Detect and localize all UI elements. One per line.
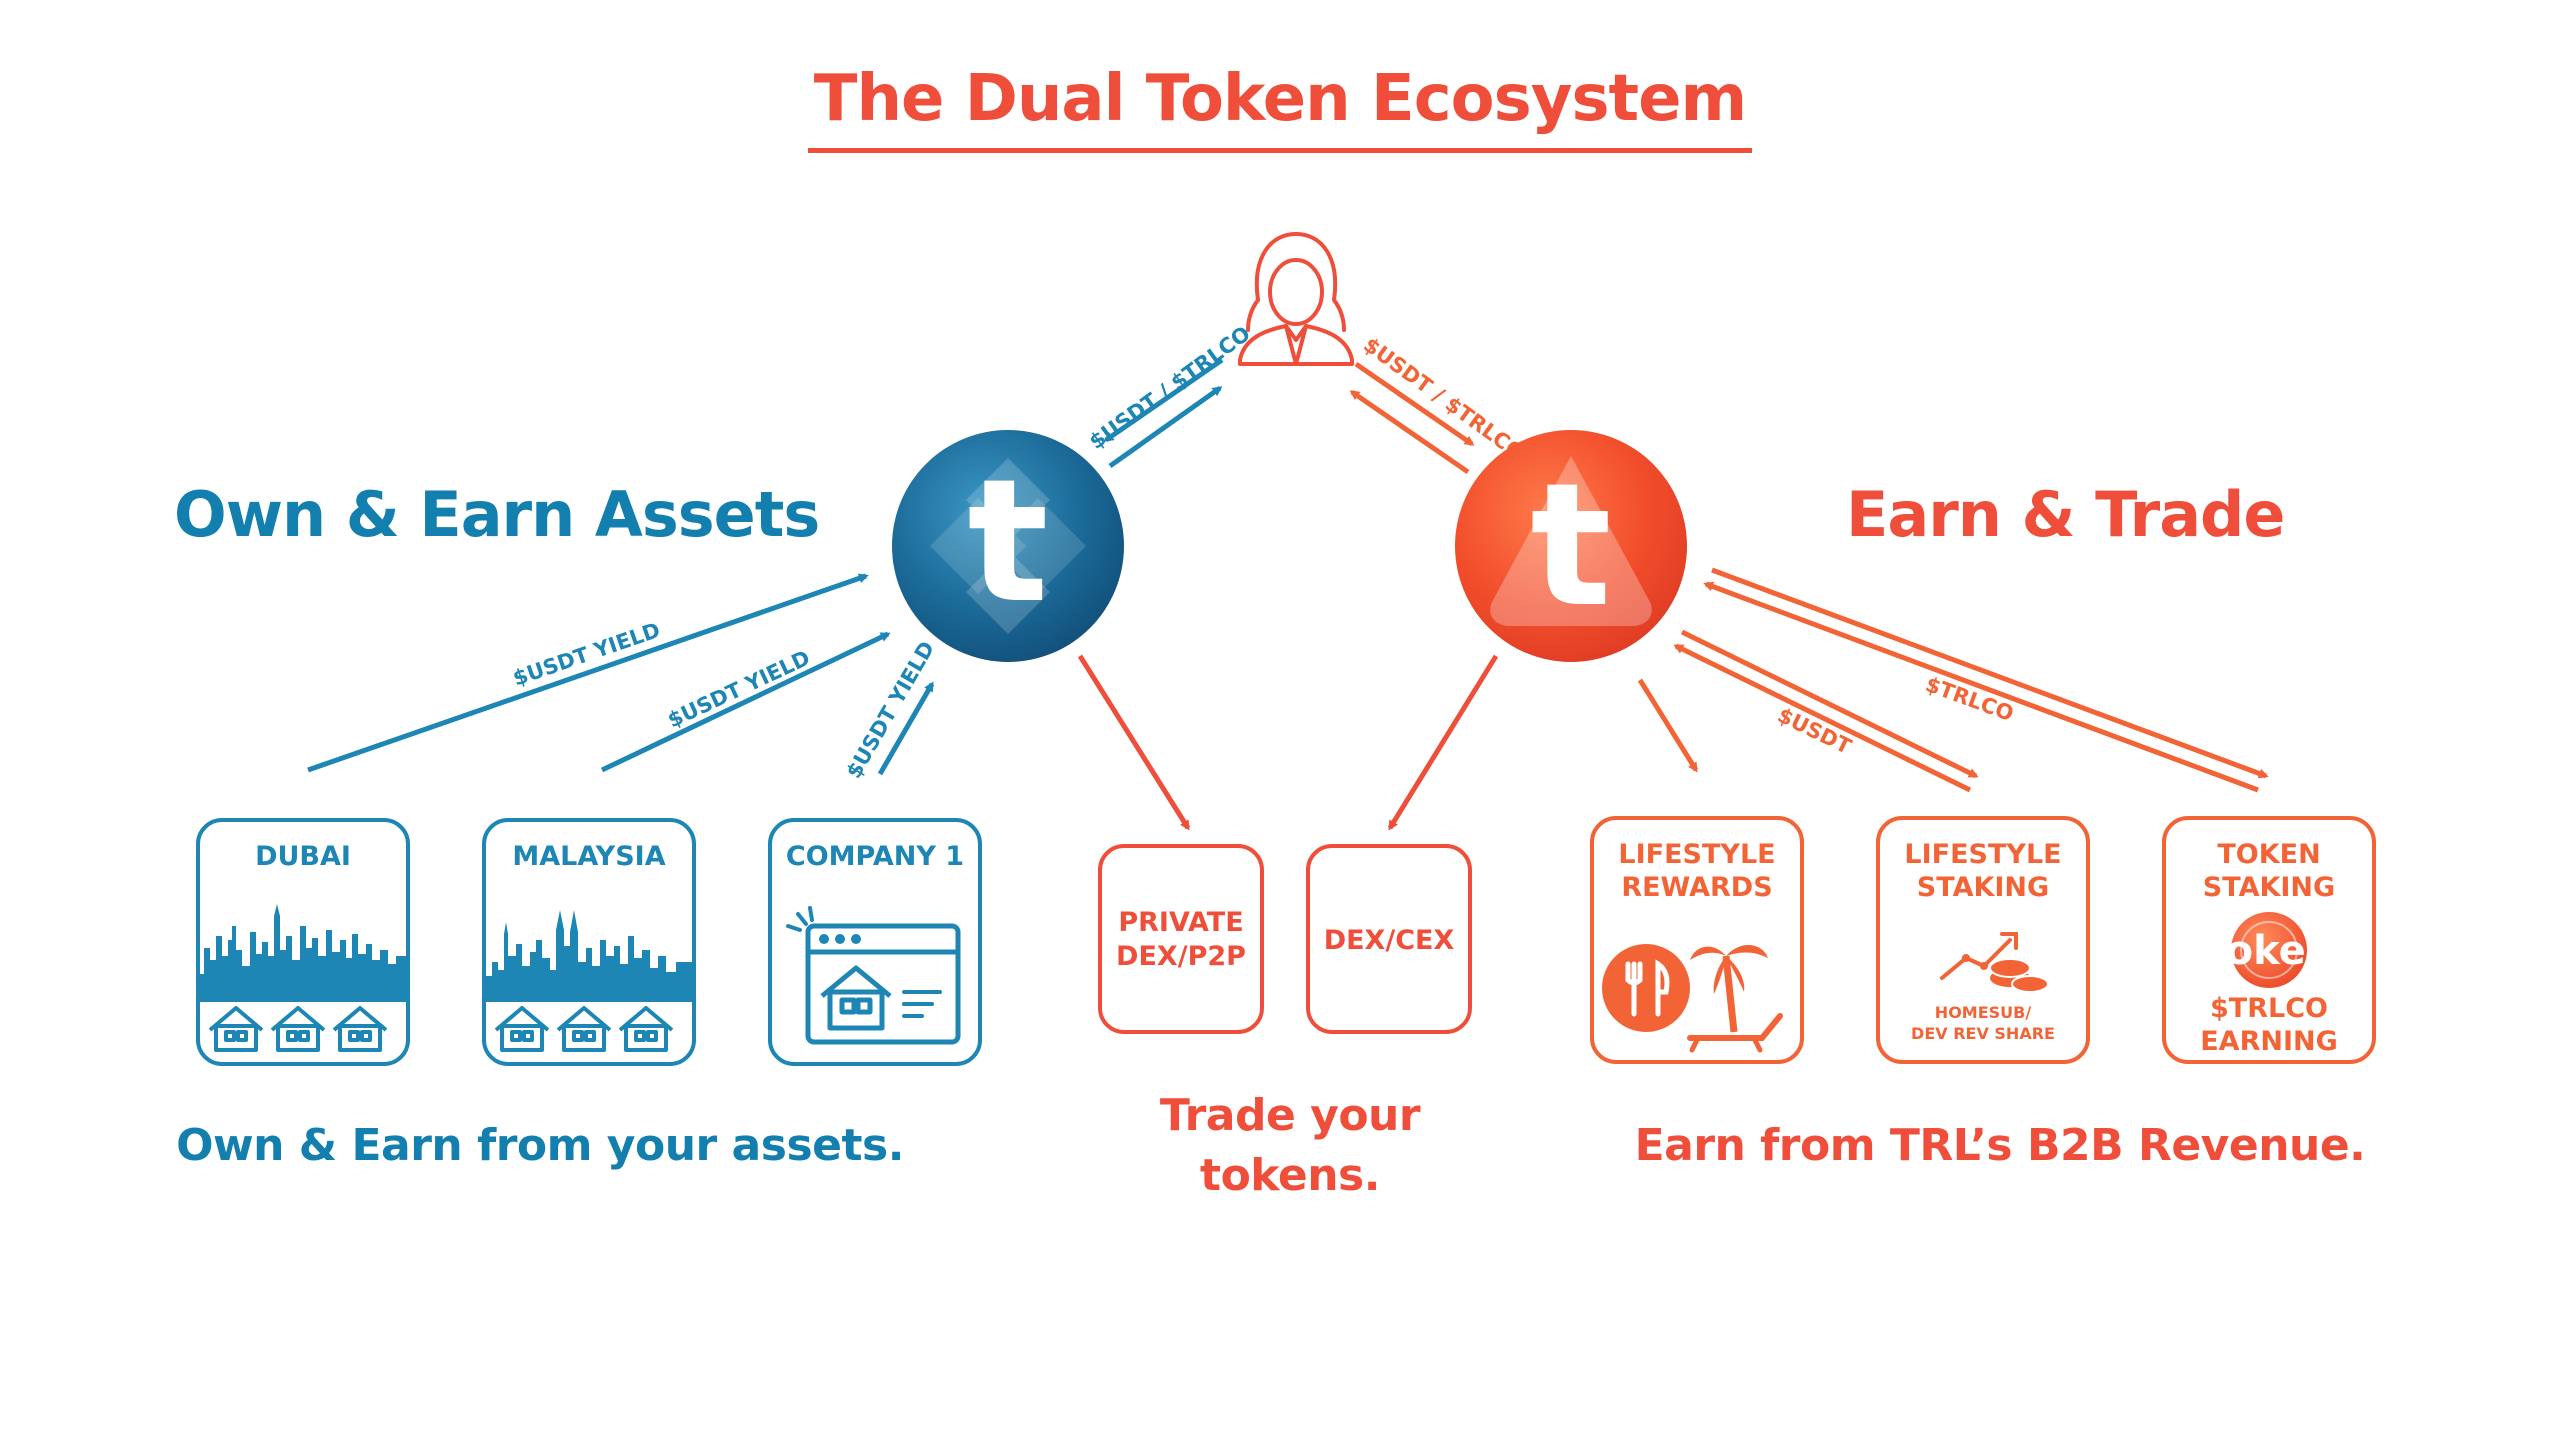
right-token-logo: t <box>1455 430 1687 662</box>
right-section-heading: Earn & Trade <box>1846 478 2285 551</box>
earn-label-rewards: REWARDS <box>1621 872 1773 903</box>
trade-label-private: PRIVATE <box>1118 907 1244 938</box>
right-token-glyph: t <box>1530 447 1611 645</box>
asset-label-company-1: COMPANY 1 <box>785 841 965 872</box>
diagram-title: The Dual Token Ecosystem <box>0 62 2560 153</box>
middle-caption: Trade your tokens. <box>1090 1086 1490 1206</box>
skyline-houses-icon <box>486 910 692 1052</box>
earn-label-earning: EARNING <box>2200 1026 2338 1057</box>
coin-glyph: Token <box>2204 928 2335 974</box>
left-caption: Own & Earn from your assets. <box>176 1120 904 1171</box>
asset-box-malaysia: MALAYSIA <box>482 818 696 1066</box>
earn-box-token-staking: TOKEN STAKING Token $TRLCO EARNING <box>2162 816 2376 1064</box>
trade-box-private-dex: PRIVATE DEX/P2P <box>1098 844 1264 1034</box>
browser-house-icon <box>786 906 961 1045</box>
title-text: The Dual Token Ecosystem <box>807 62 1753 153</box>
token-coin-icon: Token <box>2204 912 2335 988</box>
earn-label-lifestyle-2: LIFESTYLE <box>1904 839 2062 870</box>
left-section-heading: Own & Earn Assets <box>174 478 820 551</box>
user-icon <box>1238 232 1354 366</box>
earn-label-token-staking: STAKING <box>2202 872 2336 903</box>
growth-chart-icon <box>1940 932 2049 993</box>
dining-beach-icon <box>1602 944 1783 1053</box>
middle-caption-line-1: Trade your <box>1159 1090 1421 1141</box>
skyline-houses-icon <box>200 904 406 1052</box>
earn-box-lifestyle-rewards: LIFESTYLE REWARDS <box>1590 816 1804 1064</box>
asset-label-dubai: DUBAI <box>255 841 351 872</box>
trade-box-dex-cex: DEX/CEX <box>1306 844 1472 1034</box>
earn-sub-dev-rev-share: DEV REV SHARE <box>1911 1024 2055 1043</box>
asset-label-malaysia: MALAYSIA <box>512 841 666 872</box>
left-token-logo: t <box>892 430 1124 662</box>
asset-box-company-1: COMPANY 1 <box>768 818 982 1066</box>
label-user-left: $USDT / $TRLCO <box>1085 321 1255 454</box>
earn-label-token: TOKEN <box>2217 839 2321 870</box>
asset-box-dubai: DUBAI <box>196 818 410 1066</box>
earn-label-lifestyle-1: LIFESTYLE <box>1618 839 1776 870</box>
earn-label-trlco: $TRLCO <box>2210 993 2328 1024</box>
label-user-right: $USDT / $TRLCO <box>1359 333 1529 466</box>
left-token-glyph: t <box>967 443 1048 641</box>
label-yield-2: $USDT YIELD <box>664 646 814 733</box>
earn-label-staking: STAKING <box>1916 872 2050 903</box>
right-caption: Earn from TRL’s B2B Revenue. <box>1634 1120 2366 1171</box>
trade-label-dex-p2p: DEX/P2P <box>1116 941 1246 972</box>
trade-label-dex-cex: DEX/CEX <box>1323 925 1455 956</box>
earn-box-lifestyle-staking: LIFESTYLE STAKING HOMESUB/ DEV REV SHARE <box>1876 816 2090 1064</box>
earn-sub-homesub: HOMESUB/ <box>1934 1003 2032 1022</box>
middle-caption-line-2: tokens. <box>1200 1150 1380 1201</box>
